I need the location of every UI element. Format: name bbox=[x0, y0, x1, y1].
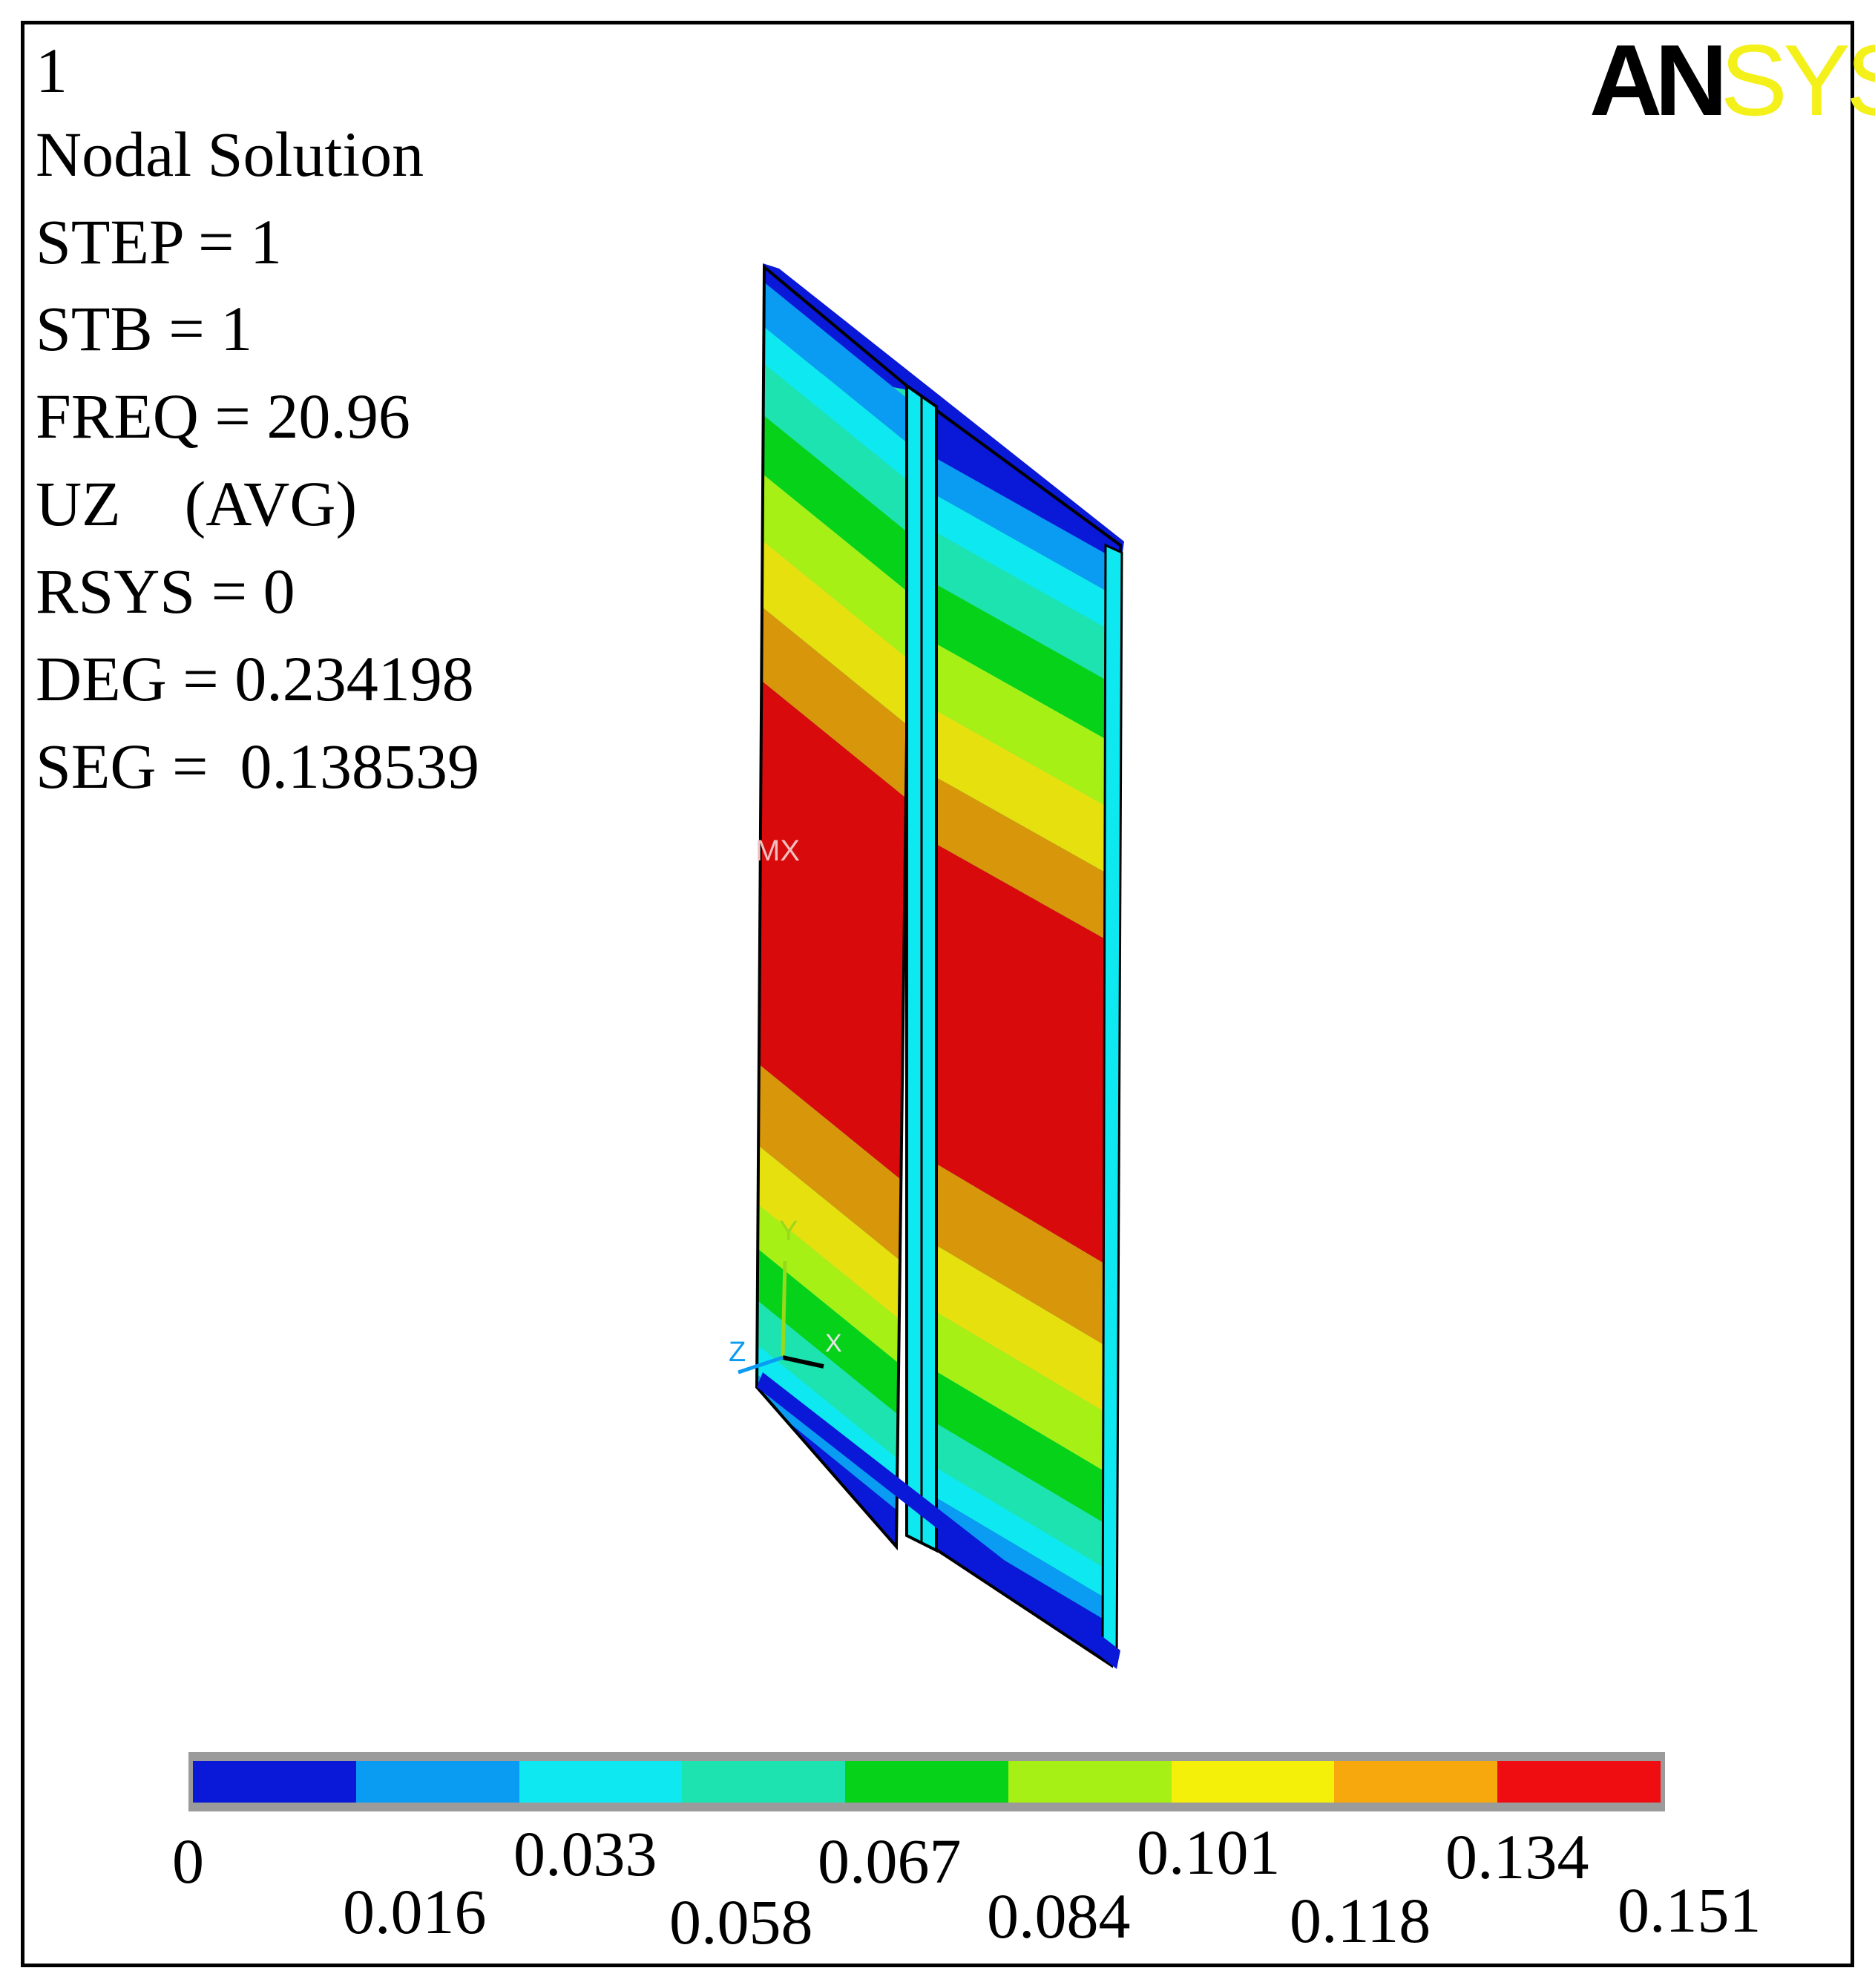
legend-label: 0.101 bbox=[1137, 1817, 1281, 1888]
legend-color-1 bbox=[355, 1761, 519, 1803]
contour-band bbox=[931, 1231, 1120, 1439]
legend-color-4 bbox=[845, 1761, 1008, 1803]
deg-label: DEG = 0.234198 bbox=[36, 643, 474, 714]
contour-band bbox=[931, 831, 1120, 1291]
triad-z-axis bbox=[738, 1355, 784, 1375]
legend-label: 0.118 bbox=[1290, 1885, 1431, 1956]
legend-label: 0.067 bbox=[818, 1826, 962, 1897]
step-label: STEP = 1 bbox=[36, 206, 283, 277]
triad-x-label: X bbox=[825, 1329, 842, 1357]
freq-label: FREQ = 20.96 bbox=[36, 381, 410, 452]
ansys-logo: ANSYS bbox=[1589, 30, 1875, 131]
contour-band bbox=[931, 519, 1120, 705]
triad-y-axis bbox=[781, 1260, 787, 1358]
logo-sys: SYS bbox=[1720, 24, 1875, 136]
contour-band bbox=[931, 1409, 1120, 1595]
logo-an: AN bbox=[1589, 24, 1727, 136]
triad-y-label: Y bbox=[779, 1216, 798, 1247]
legend-colorbar bbox=[188, 1752, 1665, 1811]
contour-band bbox=[931, 697, 1120, 898]
contour-band bbox=[931, 1454, 1120, 1625]
legend-color-0 bbox=[193, 1761, 356, 1803]
contour-band bbox=[931, 1484, 1120, 1647]
legend-label: 0 bbox=[172, 1826, 204, 1897]
legend-color-8 bbox=[1497, 1761, 1661, 1803]
contour-band bbox=[931, 1298, 1120, 1498]
window-number: 1 bbox=[36, 35, 68, 106]
legend-color-7 bbox=[1334, 1761, 1498, 1803]
contour-band bbox=[931, 764, 1120, 964]
seg-label: SEG = 0.138539 bbox=[36, 731, 479, 802]
legend-label: 0.134 bbox=[1445, 1821, 1589, 1892]
legend-color-2 bbox=[519, 1761, 683, 1803]
right-panel bbox=[931, 407, 1120, 1665]
legend-label: 0.033 bbox=[513, 1818, 657, 1889]
legend-color-6 bbox=[1171, 1761, 1335, 1803]
plot-title: Nodal Solution bbox=[36, 119, 424, 190]
legend-color-5 bbox=[1008, 1761, 1172, 1803]
legend-label: 0.016 bbox=[343, 1876, 487, 1947]
triad-x-axis bbox=[782, 1355, 824, 1369]
stb-label: STB = 1 bbox=[36, 293, 253, 364]
legend-color-3 bbox=[682, 1761, 846, 1803]
bottom-flange bbox=[757, 1372, 1120, 1669]
contour-band bbox=[931, 1357, 1120, 1550]
coordinate-triad: Y Z X bbox=[729, 1216, 842, 1375]
left-panel-outline bbox=[755, 263, 913, 1551]
contour-band bbox=[931, 1150, 1120, 1372]
rsys-label: RSYS = 0 bbox=[36, 556, 295, 627]
contour-band bbox=[931, 482, 1120, 653]
right-edge-strip bbox=[1101, 543, 1123, 1664]
legend-label: 0.058 bbox=[669, 1886, 813, 1958]
triad-z-label: Z bbox=[729, 1337, 746, 1368]
contour-band bbox=[931, 571, 1120, 764]
contour-band bbox=[931, 631, 1120, 831]
top-flange bbox=[763, 263, 1124, 558]
contour-band bbox=[931, 445, 1120, 616]
legend-label: 0.084 bbox=[987, 1880, 1131, 1952]
max-marker: MX bbox=[755, 835, 800, 867]
legend-label: 0.151 bbox=[1618, 1875, 1761, 1946]
result-label: UZ (AVG) bbox=[36, 468, 358, 539]
